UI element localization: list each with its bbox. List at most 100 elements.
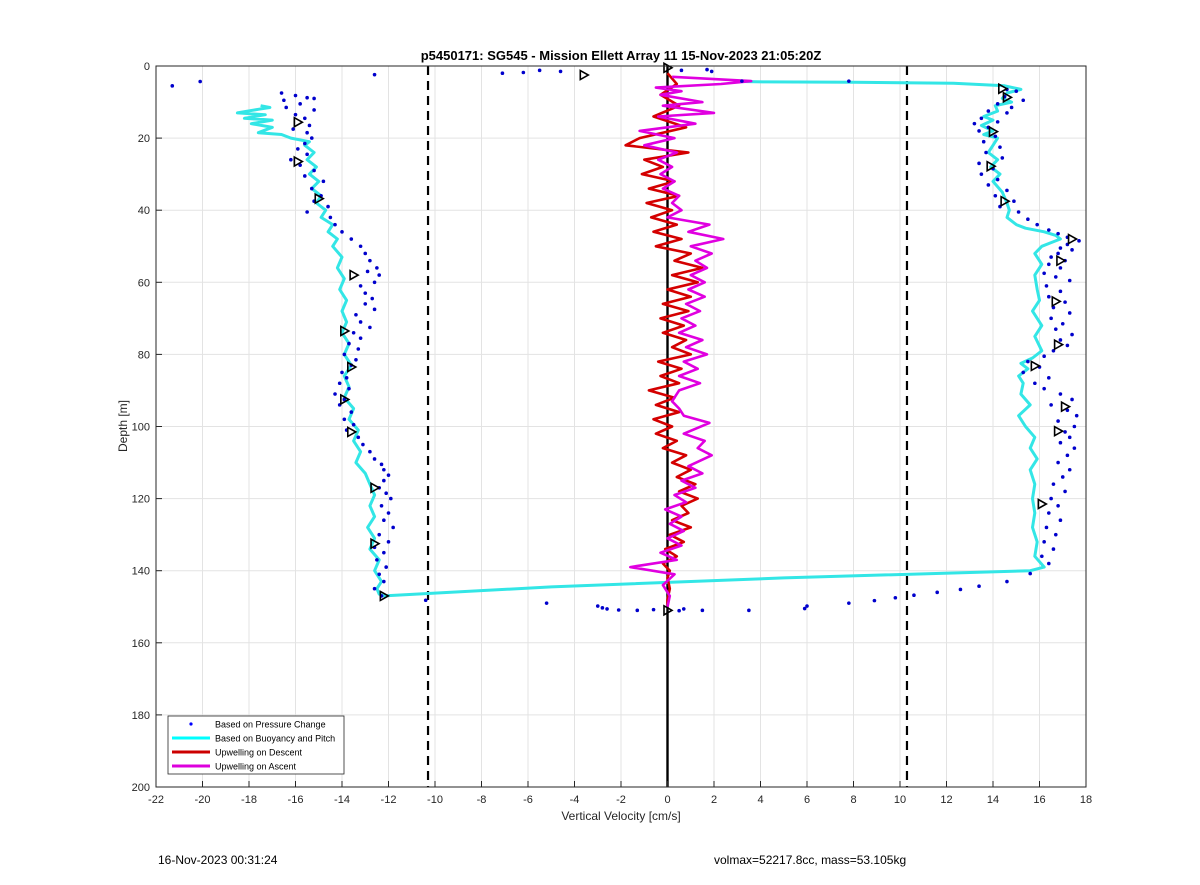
- pressure-change-point: [354, 312, 358, 317]
- pressure-change-point: [375, 558, 379, 562]
- pressure-change-point: [1065, 453, 1070, 458]
- x-tick-label: -2: [616, 794, 626, 806]
- pressure-change-point: [1058, 266, 1063, 270]
- footer-info: volmax=52217.8cc, mass=53.105kg: [714, 853, 907, 867]
- pressure-change-point: [893, 595, 898, 600]
- triangle-marker: [1060, 400, 1072, 413]
- pressure-change-point: [1056, 460, 1060, 465]
- pressure-change-point: [333, 392, 337, 396]
- pressure-change-point: [1026, 359, 1030, 364]
- pressure-change-point: [358, 336, 363, 340]
- x-tick-label: -12: [381, 794, 397, 806]
- pressure-change-point: [679, 68, 684, 73]
- pressure-change-point: [368, 449, 372, 454]
- pressure-change-point: [198, 79, 202, 84]
- triangle-marker: [349, 269, 360, 281]
- pressure-change-point: [935, 590, 939, 595]
- pressure-change-point: [337, 381, 342, 386]
- based-on-buoyancy-and-pitch-line: [235, 80, 1062, 598]
- pressure-change-point: [979, 116, 984, 121]
- pressure-change-point: [958, 587, 963, 592]
- pressure-change-point: [1063, 300, 1067, 304]
- x-axis-label: Vertical Velocity [cm/s]: [561, 809, 680, 823]
- pressure-change-point: [358, 320, 363, 324]
- legend-box: [167, 715, 345, 775]
- x-tick-label: -8: [477, 794, 487, 806]
- pressure-change-point: [305, 152, 309, 157]
- x-tick-label: 18: [1080, 794, 1092, 806]
- pressure-change-point: [377, 572, 382, 577]
- y-tick-label: 120: [132, 494, 150, 506]
- pressure-change-point: [340, 370, 344, 375]
- pressure-change-point: [386, 473, 391, 477]
- y-tick-label: 100: [132, 422, 150, 434]
- y-tick-label: 80: [138, 349, 150, 361]
- pressure-change-point: [309, 186, 314, 191]
- x-tick-label: 16: [1033, 794, 1045, 806]
- legend: Based on Pressure Change Based on Buoyanc…: [167, 715, 345, 775]
- pressure-change-point: [361, 442, 365, 447]
- legend-label-based-on-pressure-change: Based on Pressure Change: [215, 720, 326, 730]
- pressure-change-point: [377, 532, 382, 537]
- pressure-change-point: [1047, 561, 1051, 566]
- triangle-marker: [1053, 425, 1065, 438]
- pressure-change-point: [372, 457, 377, 461]
- x-tick-label: 12: [940, 794, 952, 806]
- pressure-change-point: [1035, 222, 1039, 227]
- pressure-change-point: [384, 491, 388, 495]
- pressure-change-point: [1058, 289, 1063, 294]
- pressure-change-point: [1077, 239, 1081, 243]
- triangle-marker: [347, 426, 358, 438]
- pressure-change-point: [382, 550, 386, 555]
- pressure-change-point: [986, 183, 991, 187]
- legend-label-upwelling-on-descent: Upwelling on Descent: [215, 748, 303, 758]
- pressure-change-point: [500, 71, 505, 76]
- pressure-change-point: [977, 129, 981, 133]
- x-tick-label: -22: [148, 794, 164, 806]
- pressure-change-point: [558, 69, 563, 74]
- pressure-change-point: [1058, 392, 1063, 396]
- pressure-change-point: [342, 417, 347, 422]
- pressure-change-point: [379, 462, 384, 467]
- x-tick-label: -16: [288, 794, 304, 806]
- pressure-change-point: [382, 579, 386, 584]
- pressure-change-point: [377, 273, 382, 277]
- pressure-change-point: [358, 284, 363, 288]
- pressure-change-point: [356, 435, 361, 440]
- pressure-change-point: [307, 123, 312, 128]
- pressure-change-point: [1053, 327, 1058, 331]
- pressure-change-point: [986, 109, 991, 113]
- pressure-change-point: [312, 96, 316, 101]
- y-tick-label: 200: [132, 782, 150, 794]
- pressure-change-point: [998, 145, 1002, 149]
- pressure-change-point: [282, 98, 286, 103]
- triangle-marker: [293, 116, 304, 129]
- pressure-change-point: [391, 525, 395, 530]
- pressure-change-point: [298, 163, 302, 167]
- triangle-marker-layer: [293, 61, 1079, 617]
- pressure-change-point: [1067, 311, 1072, 315]
- pressure-change-point: [375, 266, 379, 270]
- pressure-change-point: [351, 422, 356, 427]
- x-tick-label: 14: [987, 794, 999, 806]
- pressure-change-point: [358, 244, 363, 249]
- footer-timestamp: 16-Nov-2023 00:31:24: [158, 853, 278, 867]
- triangle-marker: [1000, 195, 1011, 208]
- pressure-change-point: [651, 607, 656, 612]
- y-tick-label: 180: [132, 710, 150, 722]
- triangle-marker: [988, 125, 1000, 138]
- pressure-change-point: [1072, 424, 1077, 429]
- triangle-marker: [1053, 338, 1065, 351]
- x-tick-label: -20: [195, 794, 211, 806]
- pressure-change-point: [1063, 489, 1067, 494]
- pressure-change-point: [386, 540, 391, 544]
- x-tick-label: 6: [804, 794, 810, 806]
- x-tick-label: 8: [850, 794, 856, 806]
- pressure-change-point: [993, 134, 998, 139]
- pressure-change-point: [847, 601, 851, 605]
- pressure-change-point: [1053, 275, 1058, 279]
- triangle-marker: [663, 604, 674, 617]
- pressure-change-point: [342, 352, 347, 357]
- triangle-marker: [986, 160, 997, 173]
